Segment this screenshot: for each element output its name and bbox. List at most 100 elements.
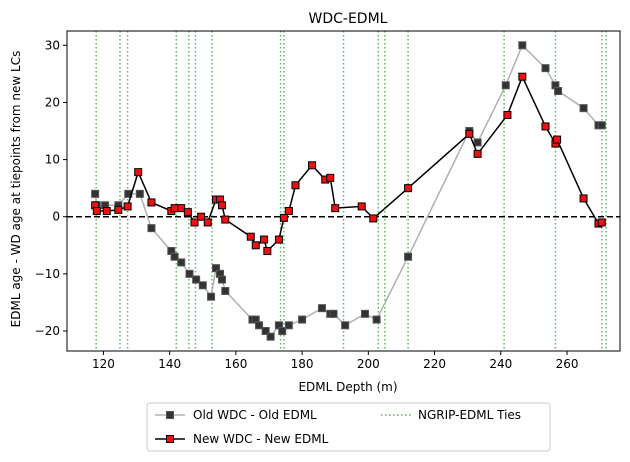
data-point-new-wdc-new-edml	[123, 202, 132, 211]
y-tick-label: 10	[45, 153, 60, 167]
data-point-old-wdc-old-edml	[185, 269, 194, 278]
data-point-new-wdc-new-edml	[183, 208, 192, 217]
legend: Old WDC - Old EDML New WDC - New EDML NG…	[146, 402, 551, 452]
data-point-old-wdc-old-edml	[329, 309, 338, 318]
y-tick-label: −10	[35, 267, 60, 281]
data-point-old-wdc-old-edml	[135, 189, 144, 198]
data-point-new-wdc-new-edml	[263, 247, 272, 255]
data-point-new-wdc-new-edml	[177, 204, 186, 213]
data-point-old-wdc-old-edml	[147, 224, 156, 233]
y-tick-label: 0	[52, 210, 60, 224]
legend-item-old: Old WDC - Old EDML	[155, 408, 317, 422]
data-point-old-wdc-old-edml	[579, 104, 588, 113]
data-point-old-wdc-old-edml	[192, 275, 201, 284]
legend-new-label: New WDC - New EDML	[193, 432, 329, 446]
data-point-old-wdc-old-edml	[341, 321, 350, 330]
x-tick-label: 180	[291, 357, 314, 371]
data-point-new-wdc-new-edml	[284, 207, 293, 215]
data-point-old-wdc-old-edml	[198, 281, 207, 290]
data-point-new-wdc-new-edml	[369, 214, 378, 223]
data-point-old-wdc-old-edml	[217, 275, 226, 284]
y-axis: −20 −10 0 10 20 30	[35, 38, 67, 338]
data-point-new-wdc-new-edml	[503, 111, 512, 119]
data-point-new-wdc-new-edml	[518, 72, 527, 81]
data-point-old-wdc-old-edml	[177, 258, 186, 267]
data-point-old-wdc-old-edml	[473, 138, 482, 147]
data-point-old-wdc-old-edml	[554, 87, 563, 95]
data-point-new-wdc-new-edml	[114, 205, 123, 214]
legend-old-label: Old WDC - Old EDML	[193, 408, 317, 422]
data-point-new-wdc-new-edml	[357, 202, 366, 211]
data-point-new-wdc-new-edml	[134, 168, 143, 177]
data-point-new-wdc-new-edml	[541, 122, 550, 131]
legend-box	[146, 402, 551, 452]
legend-new-marker-swatch	[166, 435, 174, 443]
data-point-new-wdc-new-edml	[251, 241, 260, 250]
data-point-new-wdc-new-edml	[473, 149, 482, 158]
data-point-old-wdc-old-edml	[284, 321, 293, 330]
data-point-old-wdc-old-edml	[261, 327, 270, 335]
data-point-old-wdc-old-edml	[266, 332, 275, 341]
y-axis-label: EDML age - WD age at tiepoints from new …	[9, 51, 23, 328]
data-point-old-wdc-old-edml	[317, 304, 326, 313]
data-point-new-wdc-new-edml	[170, 204, 179, 213]
data-point-old-wdc-old-edml	[372, 315, 381, 324]
x-tick-label: 220	[423, 357, 446, 371]
data-point-old-wdc-old-edml	[518, 41, 527, 50]
data-point-new-wdc-new-edml	[579, 194, 588, 203]
data-point-new-wdc-new-edml	[217, 201, 226, 210]
x-tick-label: 120	[92, 357, 115, 371]
x-tick-label: 260	[556, 357, 579, 371]
plot-area	[67, 31, 620, 351]
data-point-new-wdc-new-edml	[597, 218, 606, 227]
legend-item-new: New WDC - New EDML	[155, 432, 329, 446]
legend-item-ties: NGRIP-EDML Ties	[381, 408, 521, 422]
data-point-old-wdc-old-edml	[404, 252, 413, 261]
data-point-new-wdc-new-edml	[274, 235, 283, 244]
data-point-new-wdc-new-edml	[404, 184, 413, 193]
data-point-old-wdc-old-edml	[361, 309, 370, 318]
data-point-new-wdc-new-edml	[553, 135, 562, 144]
x-tick-label: 240	[489, 357, 512, 371]
data-point-old-wdc-old-edml	[597, 121, 606, 130]
data-point-new-wdc-new-edml	[246, 232, 255, 241]
data-point-new-wdc-new-edml	[203, 218, 212, 227]
x-tick-label: 140	[158, 357, 181, 371]
data-point-new-wdc-new-edml	[221, 215, 230, 224]
data-point-new-wdc-new-edml	[465, 129, 474, 138]
plot-frame	[66, 30, 621, 352]
data-point-new-wdc-new-edml	[308, 161, 317, 170]
data-point-old-wdc-old-edml	[541, 64, 550, 73]
data-point-old-wdc-old-edml	[255, 321, 264, 330]
data-point-new-wdc-new-edml	[92, 207, 101, 215]
data-point-old-wdc-old-edml	[91, 189, 100, 198]
data-point-new-wdc-new-edml	[279, 213, 288, 222]
data-point-old-wdc-old-edml	[278, 327, 287, 335]
data-point-new-wdc-new-edml	[147, 198, 156, 207]
chart-title: WDC-EDML	[309, 11, 388, 27]
data-point-old-wdc-old-edml	[170, 252, 179, 261]
data-point-old-wdc-old-edml	[221, 287, 230, 295]
data-point-old-wdc-old-edml	[501, 81, 510, 90]
data-point-new-wdc-new-edml	[102, 207, 111, 215]
series-line-old-wdc-old-edml	[94, 43, 602, 338]
data-point-old-wdc-old-edml	[207, 292, 216, 301]
data-point-new-wdc-new-edml	[326, 173, 335, 182]
x-tick-label: 160	[224, 357, 247, 371]
x-axis-label: EDML Depth (m)	[298, 380, 397, 394]
x-axis: 120 140 160 180 200 220 240 260	[92, 351, 578, 371]
y-tick-label: 20	[45, 95, 60, 109]
data-point-new-wdc-new-edml	[190, 218, 199, 227]
data-point-new-wdc-new-edml	[331, 204, 340, 213]
data-point-old-wdc-old-edml	[298, 315, 307, 324]
y-tick-label: 30	[45, 38, 60, 52]
series-line-new-wdc-new-edml	[94, 74, 603, 253]
data-point-new-wdc-new-edml	[197, 212, 206, 221]
data-point-new-wdc-new-edml	[291, 181, 300, 190]
legend-ties-label: NGRIP-EDML Ties	[418, 408, 521, 422]
x-tick-label: 200	[357, 357, 380, 371]
y-tick-label: −20	[35, 324, 60, 338]
data-point-new-wdc-new-edml	[260, 235, 269, 244]
legend-old-marker-swatch	[166, 411, 174, 419]
